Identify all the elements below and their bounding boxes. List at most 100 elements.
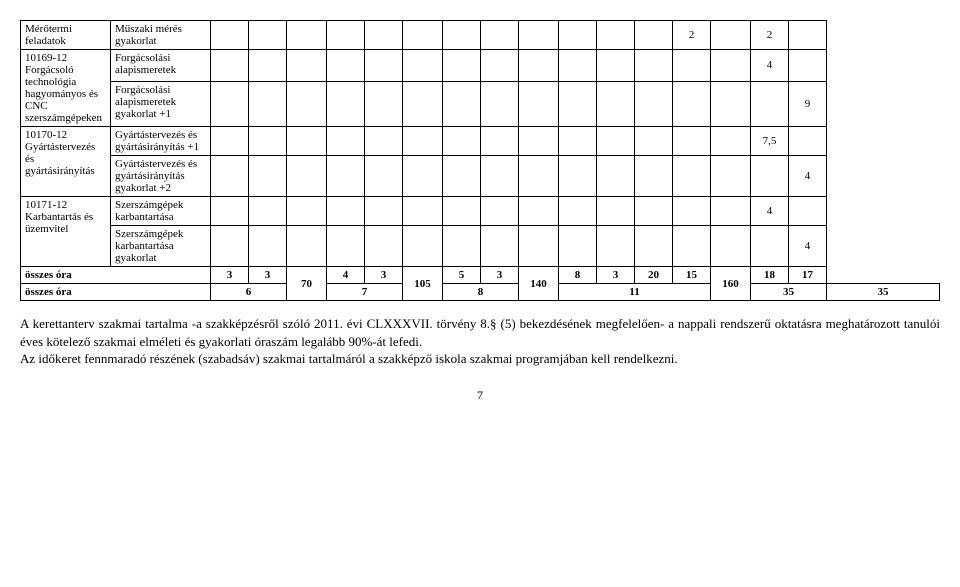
cell (443, 81, 481, 126)
cell: 5 (443, 267, 481, 284)
cell-subject: Műszaki mérés gyakorlat (111, 21, 211, 50)
cell (249, 127, 287, 156)
cell (249, 50, 287, 82)
footnote-paragraph: A kerettanterv szakmai tartalma -a szakk… (20, 315, 940, 368)
cell (519, 156, 559, 197)
cell: 3 (249, 267, 287, 284)
cell (443, 197, 481, 226)
cell (443, 127, 481, 156)
cell (559, 81, 597, 126)
table-row: Gyártástervezés és gyártásirányítás gyak… (21, 156, 940, 197)
cell (635, 156, 673, 197)
cell (597, 197, 635, 226)
cell: 8 (559, 267, 597, 284)
cell: 3 (211, 267, 249, 284)
cell (403, 226, 443, 267)
cell: 6 (211, 284, 287, 301)
cell (287, 21, 327, 50)
cell (327, 81, 365, 126)
cell (559, 156, 597, 197)
cell (287, 127, 327, 156)
cell (635, 226, 673, 267)
cell: 35 (751, 284, 827, 301)
cell: 9 (789, 81, 827, 126)
cell (673, 226, 711, 267)
cell (789, 50, 827, 82)
cell (365, 127, 403, 156)
cell (597, 81, 635, 126)
footnote-line-2: Az időkeret fennmaradó részének (szabads… (20, 351, 678, 366)
cell (403, 81, 443, 126)
cell: 3 (481, 267, 519, 284)
cell-subject: Gyártástervezés és gyártásirányítás +1 (111, 127, 211, 156)
cell (403, 21, 443, 50)
cell (673, 81, 711, 126)
cell (249, 226, 287, 267)
cell (481, 21, 519, 50)
cell (635, 21, 673, 50)
cell (287, 197, 327, 226)
table-row: Szerszámgépek karbantartása gyakorlat 4 (21, 226, 940, 267)
sum-row-2: összes óra 6 7 8 11 35 35 (21, 284, 940, 301)
cell-module: Mérőtermi feladatok (21, 21, 111, 50)
cell (403, 197, 443, 226)
cell (365, 226, 403, 267)
cell (365, 21, 403, 50)
cell (481, 226, 519, 267)
cell (211, 21, 249, 50)
cell (211, 81, 249, 126)
cell (481, 50, 519, 82)
cell (559, 50, 597, 82)
cell (751, 226, 789, 267)
cell (327, 50, 365, 82)
table-row: 10171-12 Karbantartás és üzemvitel Szers… (21, 197, 940, 226)
cell: 4 (789, 156, 827, 197)
cell-subject: Forgácsolási alapismeretek (111, 50, 211, 82)
cell (559, 127, 597, 156)
cell: 17 (789, 267, 827, 284)
cell (327, 226, 365, 267)
cell: 160 (711, 267, 751, 301)
cell (519, 21, 559, 50)
cell (519, 127, 559, 156)
cell: 7 (327, 284, 403, 301)
cell: 4 (789, 226, 827, 267)
cell (481, 197, 519, 226)
cell (519, 81, 559, 126)
page-number: 7 (20, 388, 940, 403)
cell (481, 127, 519, 156)
footnote-line-1: A kerettanterv szakmai tartalma -a szakk… (20, 316, 940, 349)
cell (211, 127, 249, 156)
cell (751, 81, 789, 126)
cell (287, 50, 327, 82)
cell (403, 50, 443, 82)
cell (443, 156, 481, 197)
cell: 2 (751, 21, 789, 50)
cell (751, 156, 789, 197)
cell (635, 127, 673, 156)
cell (249, 81, 287, 126)
cell (327, 127, 365, 156)
cell: 3 (365, 267, 403, 284)
table-row: 10170-12 Gyártástervezés és gyártásirány… (21, 127, 940, 156)
cell: 20 (635, 267, 673, 284)
cell (403, 127, 443, 156)
cell: 4 (327, 267, 365, 284)
cell (711, 197, 751, 226)
sum-label: összes óra (21, 284, 211, 301)
sum-label: összes óra (21, 267, 211, 284)
cell (365, 81, 403, 126)
cell (711, 50, 751, 82)
curriculum-table: Mérőtermi feladatok Műszaki mérés gyakor… (20, 20, 940, 301)
cell (287, 226, 327, 267)
cell (211, 226, 249, 267)
cell (559, 197, 597, 226)
cell-subject: Forgácsolási alapismeretek gyakorlat +1 (111, 81, 211, 126)
cell (249, 156, 287, 197)
cell (443, 21, 481, 50)
cell-subject: Szerszámgépek karbantartása gyakorlat (111, 226, 211, 267)
cell (597, 226, 635, 267)
cell (403, 156, 443, 197)
cell: 11 (559, 284, 711, 301)
cell (443, 226, 481, 267)
